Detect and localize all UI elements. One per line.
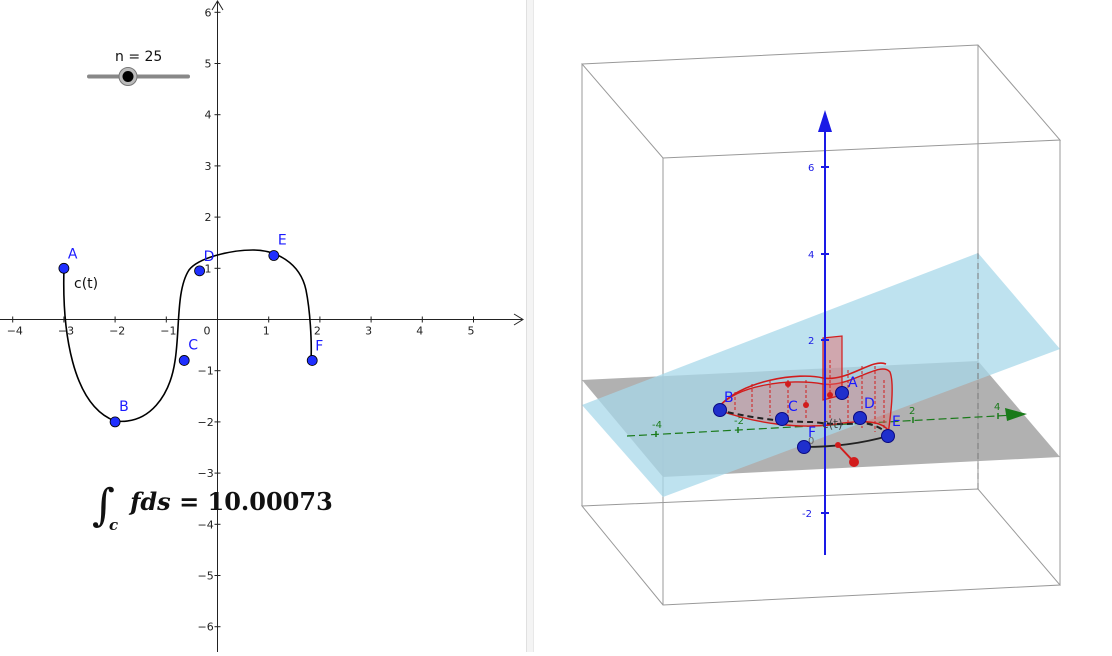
point3d-marker[interactable] (797, 440, 811, 454)
point3d-label: B (724, 390, 734, 406)
point-label: F (315, 338, 323, 354)
x3-tick-label: 2 (909, 406, 915, 417)
point-marker[interactable] (178, 355, 190, 366)
point3d-marker[interactable] (775, 412, 789, 426)
point-d[interactable]: D (194, 249, 215, 277)
y-tick-label: −2 (198, 416, 214, 429)
y-tick-label: −6 (198, 621, 214, 634)
integral-equals: = (179, 487, 200, 516)
x-tick-label: 3 (365, 325, 372, 338)
point3d-f[interactable]: F (797, 425, 817, 454)
point-label: A (68, 246, 78, 262)
x-tick-label: 0 (204, 325, 211, 338)
function-plane (582, 253, 1060, 497)
z-tick-label: 4 (808, 250, 814, 261)
y-tick-label: 6 (205, 6, 212, 19)
point3d-d[interactable]: D (853, 396, 875, 425)
point-label: D (204, 249, 215, 265)
graphics-view-2d[interactable]: −4 −3 −2 −1 0 1 2 3 4 5 6 5 4 3 2 1 −1 −2 −3 −4 −5 −6 n = 25 … (0, 0, 526, 652)
x-tick-label: −4 (7, 325, 23, 338)
projected-curve (717, 409, 889, 436)
x-tick-label: −2 (109, 325, 125, 338)
graphics-3d-canvas[interactable]: -4 -2 2 4 6 4 2 0 -2 c(t) (534, 0, 1112, 652)
point3d-label: A (848, 375, 858, 391)
x3-tick-label: 4 (994, 402, 1000, 413)
x-tick-label: 1 (263, 325, 270, 338)
slider-label: n = 25 (115, 49, 162, 65)
slider-knob[interactable] (122, 71, 134, 82)
y-tick-label: 1 (205, 262, 212, 275)
x3-tick-label: -2 (734, 416, 744, 427)
point-c[interactable]: C (178, 337, 198, 366)
point-marker[interactable] (306, 355, 318, 366)
z-axis-3d-arrow (818, 110, 832, 132)
point3d-marker[interactable] (881, 429, 895, 443)
curve-c[interactable] (62, 249, 313, 423)
point-label: B (119, 399, 129, 415)
y-tick-label: 3 (205, 160, 212, 173)
point3d-label: D (864, 396, 875, 412)
y-axis-arrow (211, 0, 224, 11)
point-label: E (278, 233, 287, 249)
y-tick-label: −1 (198, 365, 214, 378)
y-tick-label: −4 (198, 518, 214, 531)
y-tick-label: 2 (205, 211, 212, 224)
point3d-marker[interactable] (835, 386, 849, 400)
x-tick-label: 2 (314, 325, 321, 338)
point-marker[interactable] (109, 416, 121, 428)
z-tick-label: 2 (808, 336, 814, 347)
z-tick-label: -2 (802, 509, 812, 520)
point3d-c[interactable]: C (775, 399, 799, 426)
point3d-label: E (892, 414, 901, 430)
y-tick-label: −3 (198, 467, 214, 480)
point-marker[interactable] (194, 265, 205, 277)
x-tick-label: 4 (416, 325, 423, 338)
x-axis-arrow (513, 313, 524, 326)
point3d-marker[interactable] (853, 411, 867, 425)
z-tick-label: 0 (808, 436, 814, 447)
point-a[interactable]: A (58, 246, 78, 274)
integral-subscript: c (108, 516, 119, 534)
point-marker[interactable] (58, 262, 70, 274)
integral-value: 10.00073 (207, 487, 333, 516)
x-tick-label: −1 (160, 325, 176, 338)
x-tick-label: 5 (468, 325, 475, 338)
integral-sign: ∫ (92, 480, 115, 531)
y-tick-label: 5 (205, 58, 212, 71)
n-slider[interactable]: n = 25 (87, 49, 190, 86)
projected-curve-tail (803, 435, 889, 448)
point-marker[interactable] (268, 250, 280, 261)
point-label: C (188, 337, 198, 353)
point3d-a[interactable]: A (835, 375, 859, 400)
integral-expression: ∫cfds = 10.00073 (92, 470, 333, 534)
view-divider[interactable] (526, 0, 534, 652)
point3d-label: C (788, 399, 798, 415)
point-b[interactable]: B (109, 399, 129, 428)
red-segment (837, 444, 855, 463)
x-axis-3d-arrow (1005, 408, 1027, 421)
point3d-e[interactable]: E (881, 414, 901, 443)
integral-integrand: fds (130, 487, 171, 516)
point-f[interactable]: F (306, 338, 323, 366)
point-e[interactable]: E (268, 233, 287, 261)
point3d-label: F (808, 425, 816, 441)
y-tick-label: −5 (198, 570, 214, 583)
z-tick-label: 6 (808, 163, 814, 174)
curve-label-3d: c(t) (822, 417, 843, 431)
point3d-marker[interactable] (713, 403, 727, 417)
graphics-view-3d[interactable]: -4 -2 2 4 6 4 2 0 -2 c(t) (534, 0, 1112, 652)
curve-label: c(t) (74, 276, 98, 292)
y-tick-label: 4 (205, 109, 212, 122)
x3-tick-label: -4 (652, 420, 662, 431)
point3d-b[interactable]: B (713, 390, 734, 417)
